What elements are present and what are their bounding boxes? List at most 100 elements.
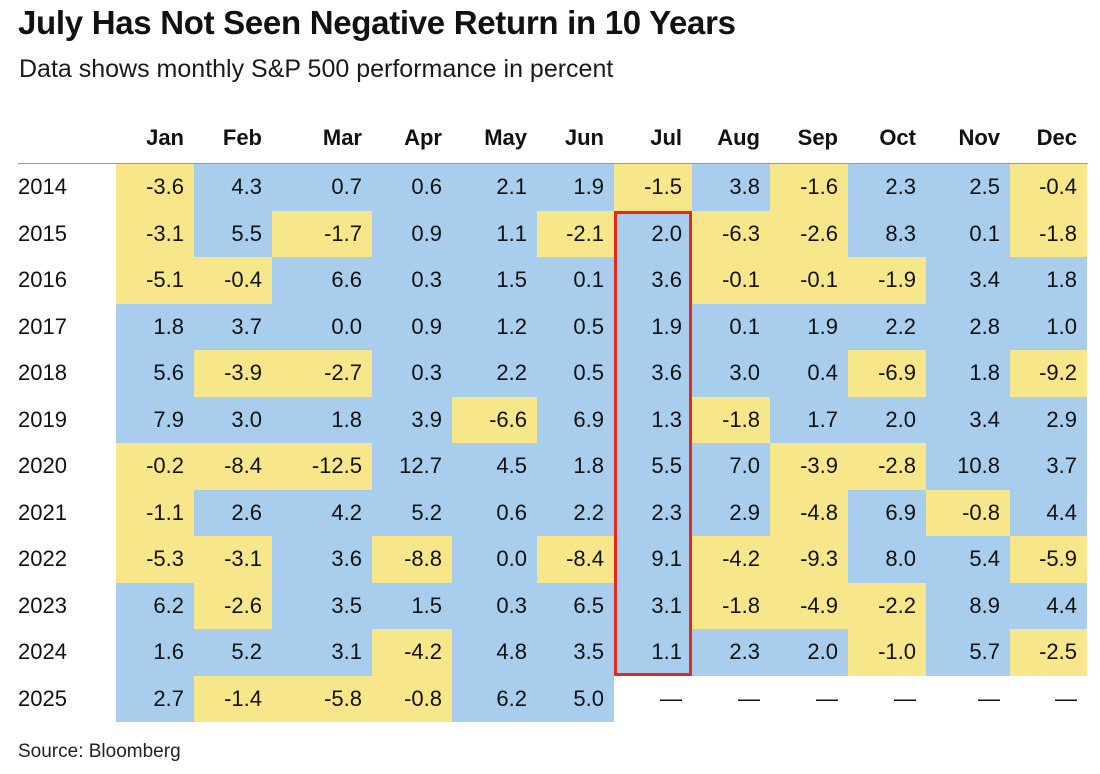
cell-2023-oct: -2.2: [848, 582, 926, 629]
cell-2024-sep: 2.0: [770, 629, 848, 676]
cell-2014-jun: 1.9: [537, 164, 614, 211]
cell-2021-jan: -1.1: [116, 489, 194, 536]
cell-2019-mar: 1.8: [272, 396, 372, 443]
cell-2015-dec: -1.8: [1010, 210, 1087, 257]
cell-2018-jan: 5.6: [116, 350, 194, 397]
row-year-2014: 2014: [18, 174, 67, 199]
cell-2015-aug: -6.3: [692, 210, 770, 257]
cell-2022-jun: -8.4: [537, 536, 614, 583]
cell-2017-sep: 1.9: [770, 303, 848, 350]
cell-2020-mar: -12.5: [272, 443, 372, 490]
cell-2018-may: 2.2: [452, 350, 537, 397]
cell-2021-feb: 2.6: [194, 489, 272, 536]
row-year-2016: 2016: [18, 267, 67, 292]
cell-2016-mar: 6.6: [272, 257, 372, 304]
cell-2020-sep: -3.9: [770, 443, 848, 490]
cell-2015-nov: 0.1: [926, 210, 1010, 257]
cell-2018-feb: -3.9: [194, 350, 272, 397]
cell-2015-feb: 5.5: [194, 210, 272, 257]
cell-2017-dec: 1.0: [1010, 303, 1087, 350]
cell-2024-jun: 3.5: [537, 629, 614, 676]
column-header-mar: Mar: [322, 125, 362, 150]
cell-2014-feb: 4.3: [194, 164, 272, 211]
column-header-feb: Feb: [222, 125, 262, 150]
cell-2023-jan: 6.2: [116, 582, 194, 629]
cell-2019-may: -6.6: [452, 396, 537, 443]
july-highlight-box: [614, 210, 692, 676]
cell-2021-dec: 4.4: [1010, 489, 1087, 536]
column-header-apr: Apr: [404, 125, 442, 150]
cell-2014-may: 2.1: [452, 164, 537, 211]
cell-2023-jun: 6.5: [537, 582, 614, 629]
cell-2014-aug: 3.8: [692, 164, 770, 211]
cell-2020-jan: -0.2: [116, 443, 194, 490]
cell-2016-jun: 0.1: [537, 257, 614, 304]
cell-2018-jun: 0.5: [537, 350, 614, 397]
cell-2017-jul: 1.9: [614, 303, 692, 350]
cell-2017-apr: 0.9: [372, 303, 452, 350]
cell-2022-apr: -8.8: [372, 536, 452, 583]
cell-2017-nov: 2.8: [926, 303, 1010, 350]
cell-2022-feb: -3.1: [194, 536, 272, 583]
cell-2023-jul: 3.1: [614, 582, 692, 629]
column-header-sep: Sep: [797, 125, 838, 150]
cell-2015-may: 1.1: [452, 210, 537, 257]
cell-2015-apr: 0.9: [372, 210, 452, 257]
cell-2023-feb: -2.6: [194, 582, 272, 629]
cell-2020-jun: 1.8: [537, 443, 614, 490]
cell-2017-jun: 0.5: [537, 303, 614, 350]
cell-2022-oct: 8.0: [848, 536, 926, 583]
cell-2020-may: 4.5: [452, 443, 537, 490]
cell-2018-dec: -9.2: [1010, 350, 1087, 397]
cell-2019-jul: 1.3: [614, 396, 692, 443]
column-header-oct: Oct: [879, 125, 916, 150]
cell-2021-jul: 2.3: [614, 489, 692, 536]
cell-2025-dec: —: [1055, 685, 1077, 711]
cell-2017-jan: 1.8: [116, 303, 194, 350]
cell-2018-nov: 1.8: [926, 350, 1010, 397]
cell-2018-apr: 0.3: [372, 350, 452, 397]
row-year-2021: 2021: [18, 499, 67, 525]
cell-2019-nov: 3.4: [926, 396, 1010, 443]
cell-2025-jul: —: [660, 685, 682, 711]
cell-2019-aug: -1.8: [692, 396, 770, 443]
header-divider: [18, 163, 1088, 164]
cell-2016-may: 1.5: [452, 257, 537, 304]
chart-subtitle: Data shows monthly S&P 500 performance i…: [19, 55, 614, 83]
source-note: Source: Bloomberg: [18, 741, 181, 762]
row-year-2017: 2017: [18, 313, 67, 339]
cell-2024-jul: 1.1: [614, 629, 692, 676]
row-year-2018: 2018: [18, 360, 67, 385]
cell-2022-mar: 3.6: [272, 536, 372, 583]
cell-2014-jul: -1.5: [614, 164, 692, 211]
cell-2016-jan: -5.1: [116, 257, 194, 304]
cell-2021-may: 0.6: [452, 489, 537, 536]
column-header-aug: Aug: [717, 125, 760, 150]
cell-2016-oct: -1.9: [848, 257, 926, 304]
cell-2019-dec: 2.9: [1010, 396, 1087, 443]
cell-2025-jun: 5.0: [537, 675, 614, 722]
cell-2022-may: 0.0: [452, 536, 537, 583]
cell-2025-aug: —: [738, 685, 760, 711]
cell-2016-dec: 1.8: [1010, 257, 1087, 304]
column-header-dec: Dec: [1036, 125, 1077, 150]
cell-2025-may: 6.2: [452, 675, 537, 722]
cell-2014-nov: 2.5: [926, 164, 1010, 211]
cell-2021-apr: 5.2: [372, 489, 452, 536]
cell-2018-mar: -2.7: [272, 350, 372, 397]
cell-2021-aug: 2.9: [692, 489, 770, 536]
cell-2025-nov: —: [978, 685, 1000, 711]
cell-2015-jun: -2.1: [537, 210, 614, 257]
cell-2016-jul: 3.6: [614, 257, 692, 304]
cell-2016-nov: 3.4: [926, 257, 1010, 304]
column-header-jul: Jul: [650, 125, 682, 150]
cell-2025-mar: -5.8: [272, 675, 372, 722]
cell-2020-feb: -8.4: [194, 443, 272, 490]
cell-2022-dec: -5.9: [1010, 536, 1087, 583]
cell-2015-mar: -1.7: [272, 210, 372, 257]
cell-2015-jul: 2.0: [614, 210, 692, 257]
cell-2020-dec: 3.7: [1010, 443, 1087, 490]
cell-2024-nov: 5.7: [926, 629, 1010, 676]
cell-2020-nov: 10.8: [926, 443, 1010, 490]
column-header-jan: Jan: [146, 125, 184, 150]
